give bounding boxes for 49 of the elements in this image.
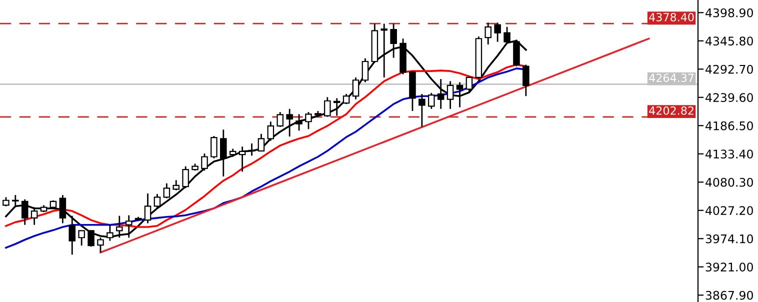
candlestick — [248, 142, 256, 156]
candlestick — [59, 194, 66, 224]
candlestick — [342, 93, 350, 105]
y-tick-label: 4080.30 — [706, 178, 753, 187]
candlestick — [296, 113, 302, 132]
candlestick — [220, 128, 227, 178]
y-tick-label: 4239.60 — [706, 93, 753, 102]
candlestick — [437, 78, 444, 110]
candlestick — [144, 192, 152, 224]
candlestick — [201, 152, 208, 172]
candlestick — [456, 82, 464, 108]
ref-line-label: 4264.37 — [649, 74, 694, 82]
candlestick — [210, 135, 218, 160]
y-tick-label: 3867.90 — [706, 290, 753, 300]
candlestick — [305, 111, 312, 130]
candlestick — [172, 179, 180, 191]
candlestick — [466, 76, 473, 94]
candlestick — [362, 58, 369, 83]
candlestick — [276, 111, 284, 128]
candlestick — [30, 206, 38, 226]
y-tick-label: 4027.20 — [706, 206, 753, 216]
candlestick — [428, 92, 435, 110]
y-tick-label: 4292.70 — [706, 64, 753, 74]
ref-line-label: 4202.82 — [649, 106, 694, 115]
candlestick — [267, 120, 274, 142]
y-tick-label: 3921.00 — [706, 262, 753, 272]
candlestick — [484, 22, 492, 46]
candlestick — [333, 98, 340, 116]
y-tick-label: 3974.10 — [706, 234, 753, 244]
candlestick — [182, 166, 189, 189]
candlestick — [163, 182, 170, 199]
candlestick — [12, 194, 19, 207]
y-tick-label: 4398.90 — [706, 8, 753, 18]
candlestick — [494, 22, 501, 43]
candlestick — [21, 198, 28, 226]
y-tick-label: 4133.40 — [706, 150, 753, 159]
candlestick — [352, 76, 360, 100]
ref-line-label: 4378.40 — [649, 12, 694, 22]
y-tick-label: 4186.50 — [706, 121, 753, 130]
candlestick — [324, 96, 331, 118]
candlestick — [2, 196, 10, 207]
y-tick-label: 4345.80 — [706, 36, 753, 46]
candlestick — [446, 80, 454, 110]
candlestick — [238, 146, 246, 172]
candlestick — [522, 64, 530, 97]
candlestick — [154, 193, 161, 210]
candlestick — [418, 93, 426, 128]
candlestick — [258, 133, 265, 152]
candlestick — [286, 108, 293, 138]
